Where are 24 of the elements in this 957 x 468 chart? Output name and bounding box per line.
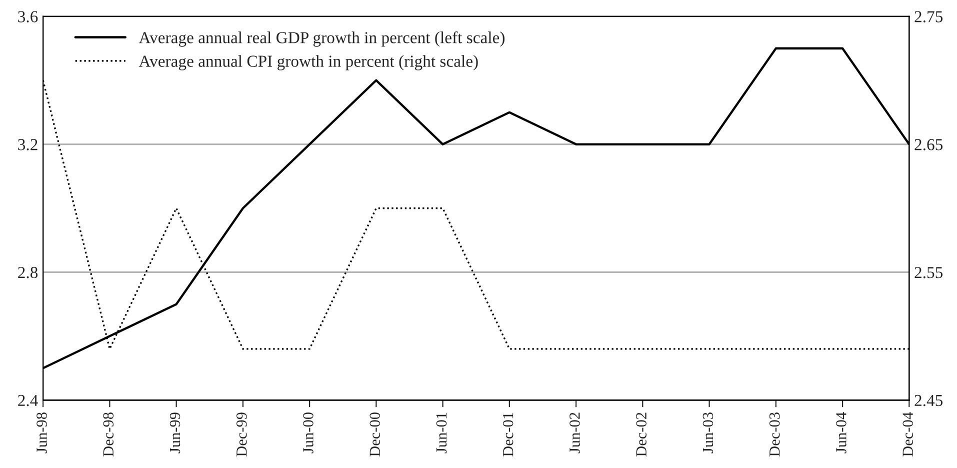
x-tick-label: Dec-02 (636, 412, 646, 456)
y-tick-label: 3.6 (18, 11, 38, 22)
y2-tick-label: 2.75 (914, 11, 943, 22)
x-tick-label: Jun-01 (436, 412, 447, 454)
x-tick-label: Jun-02 (570, 412, 580, 454)
x-tick-label: Jun-99 (170, 412, 180, 454)
y-tick-label: 3.2 (18, 139, 38, 150)
y2-tick-label: 2.65 (914, 139, 943, 150)
x-tick-label: Jun-00 (303, 412, 314, 454)
x-tick-label: Dec-04 (902, 412, 913, 456)
x-tick-label: Dec-99 (236, 412, 247, 456)
x-tick-label: Dec-03 (769, 412, 780, 456)
x-tick-label: Dec-01 (502, 412, 514, 456)
legend-label: Average annual CPI growth in percent (right scale) (138, 55, 478, 70)
x-tick-label: Jun-98 (36, 412, 47, 454)
x-tick-label: Dec-98 (103, 412, 114, 456)
legend-label: Average annual real GDP growth in percent (left scale) (138, 31, 504, 47)
x-tick-label: Jun-04 (836, 412, 846, 454)
y-tick-label: 2.4 (18, 394, 38, 406)
y2-tick-label: 2.45 (914, 394, 943, 406)
x-tick-label: Dec-00 (370, 412, 380, 456)
y2-tick-label: 2.55 (914, 266, 943, 278)
x-tick-label: Jun-03 (702, 412, 714, 454)
y-tick-label: 2.8 (18, 266, 38, 278)
